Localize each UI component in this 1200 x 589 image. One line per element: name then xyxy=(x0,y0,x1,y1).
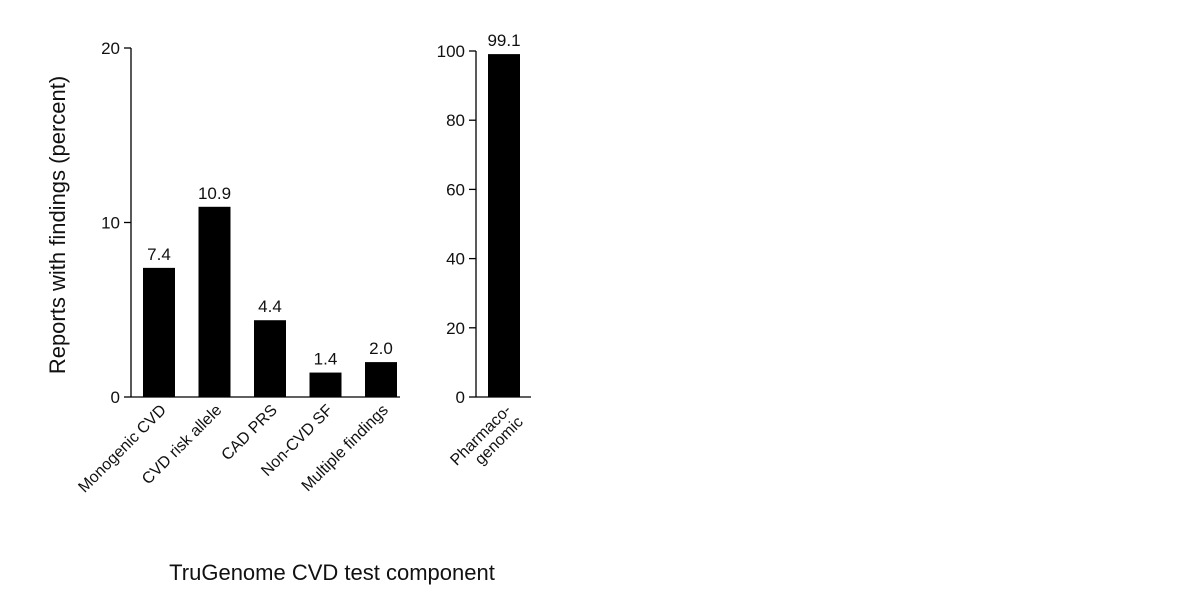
bar xyxy=(254,320,286,397)
data-label: 7.4 xyxy=(147,245,171,264)
data-label: 10.9 xyxy=(198,184,231,203)
x-tick-label: Pharmaco-genomic xyxy=(447,402,526,481)
y-tick-label: 100 xyxy=(437,42,465,61)
data-label: 99.1 xyxy=(487,31,520,50)
bar xyxy=(309,372,342,397)
data-label: 1.4 xyxy=(314,350,338,369)
y-tick-label: 20 xyxy=(101,39,120,58)
bar xyxy=(143,267,175,397)
y-tick-label: 40 xyxy=(446,250,465,269)
y-tick-label: 0 xyxy=(111,388,120,407)
y-tick-label: 60 xyxy=(446,180,465,199)
y-tick-label: 20 xyxy=(446,319,465,338)
bar xyxy=(488,54,520,397)
x-axis-title: TruGenome CVD test component xyxy=(169,560,495,585)
y-tick-label: 0 xyxy=(456,388,465,407)
right-chart-panel: 0 20 40 60 80 100 99.1 Pharmaco-genomic xyxy=(437,31,531,481)
bar xyxy=(198,206,231,397)
y-axis-title: Reports with findings (percent) xyxy=(45,76,70,374)
y-tick-label: 10 xyxy=(101,214,120,233)
bar xyxy=(365,362,397,397)
y-tick-label: 80 xyxy=(446,111,465,130)
data-label: 2.0 xyxy=(369,339,393,358)
data-label: 4.4 xyxy=(258,297,282,316)
